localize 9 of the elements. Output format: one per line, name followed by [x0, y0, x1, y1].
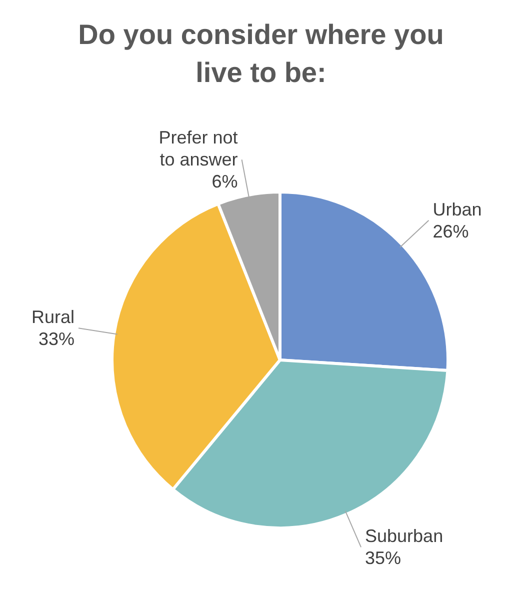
data-label: 26%: [432, 221, 469, 242]
chart-title: Do you consider where you live to be:: [78, 19, 444, 88]
slice-label: Prefer not to answer: [158, 128, 238, 170]
slice-label: Rural: [31, 307, 75, 328]
data-label: 33%: [38, 329, 75, 350]
slice-label: Urban: [432, 199, 482, 220]
slice-label: Suburban: [365, 526, 444, 546]
data-label: 6%: [212, 172, 238, 192]
data-label: 35%: [365, 548, 402, 568]
